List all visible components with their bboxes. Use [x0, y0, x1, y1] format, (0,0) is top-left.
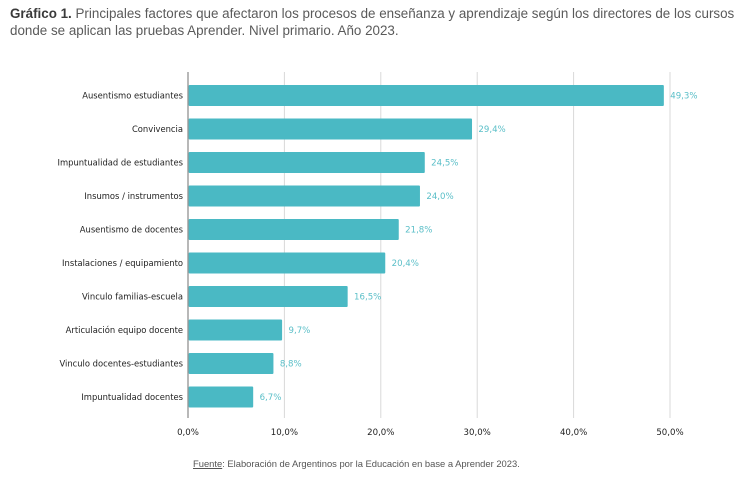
value-label: 24,5%	[431, 159, 458, 169]
category-label: Vinculo familias-escuela	[82, 292, 183, 302]
category-label: Ausentismo estudiantes	[82, 91, 183, 101]
chart-title: Gráfico 1. Principales factores que afec…	[10, 6, 735, 39]
value-label: 20,4%	[392, 259, 419, 269]
value-label: 21,8%	[405, 226, 432, 236]
bar	[188, 219, 399, 240]
source-label: Fuente	[193, 458, 223, 469]
bar	[188, 286, 348, 307]
category-labels: Ausentismo estudiantes Convivencia Impuntu…	[58, 91, 184, 403]
value-label: 6,7%	[260, 393, 282, 403]
category-label: Impuntualidad docentes	[81, 392, 183, 402]
x-tick-label: 10,0%	[271, 428, 298, 438]
source-text: : Elaboración de Argentinos por la Educa…	[222, 458, 520, 469]
bar	[188, 118, 473, 140]
value-label: 29,4%	[478, 125, 505, 135]
category-label: Ausentismo de docentes	[80, 225, 183, 235]
x-tick-label: 0,0%	[177, 428, 199, 438]
value-labels: 49,3% 29,4% 24,5% 24,0% 21,8% 20,4% 16,5% 9,7% 8…	[260, 92, 698, 404]
category-label: Vinculo docentes-estudiantes	[59, 359, 183, 369]
category-label: Convivencia	[132, 124, 183, 134]
value-label: 24,0%	[426, 192, 453, 202]
bars	[188, 85, 664, 408]
value-label: 8,8%	[280, 360, 302, 370]
x-tick-label: 50,0%	[656, 428, 683, 438]
category-label: Insumos / instrumentos	[84, 191, 183, 201]
value-label: 9,7%	[289, 326, 311, 336]
bar	[188, 152, 425, 173]
chart-title-text: Principales factores que afectaron los p…	[10, 6, 735, 38]
bar	[188, 353, 274, 374]
x-tick-label: 30,0%	[464, 428, 491, 438]
value-label: 49,3%	[670, 92, 697, 102]
bar	[188, 185, 420, 207]
bar	[188, 319, 283, 341]
bar	[188, 252, 386, 274]
bar	[188, 386, 254, 408]
x-tick-label: 20,0%	[367, 428, 394, 438]
x-tick-label: 40,0%	[560, 428, 587, 438]
source-note: Fuente: Elaboración de Argentinos por la…	[193, 458, 520, 469]
category-label: Instalaciones / equipamiento	[62, 258, 183, 268]
category-label: Articulación equipo docente	[66, 325, 183, 335]
x-tick-labels: 0,0% 10,0% 20,0% 30,0% 40,0% 50,0%	[177, 428, 684, 438]
value-label: 16,5%	[354, 293, 381, 303]
bar	[188, 85, 664, 106]
category-label: Impuntualidad de estudiantes	[58, 158, 184, 168]
chart-title-prefix: Gráfico 1.	[10, 6, 72, 21]
